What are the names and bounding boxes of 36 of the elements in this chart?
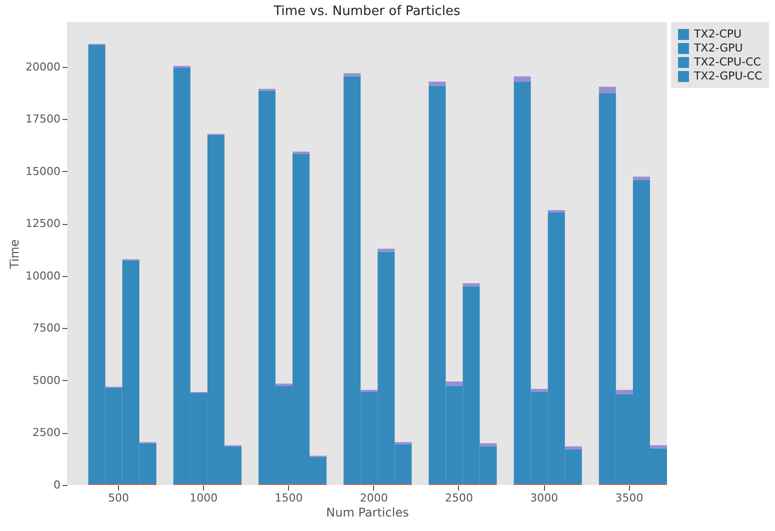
bar (480, 443, 497, 446)
y-tick-label: 7500 (32, 322, 60, 335)
bar (650, 445, 667, 448)
x-tick-label: 3000 (530, 492, 558, 504)
legend-label: TX2-CPU-CC (693, 56, 762, 68)
bar (598, 86, 616, 94)
bar (530, 388, 548, 392)
y-axis-title: Time (8, 239, 22, 270)
bar (462, 283, 480, 286)
x-tick-label: 1000 (190, 492, 218, 504)
bar (564, 446, 582, 450)
bar (514, 76, 531, 82)
x-tick-label: 3500 (615, 492, 644, 504)
x-tick-label: 1500 (274, 492, 303, 504)
bar (616, 390, 633, 394)
legend-label: TX2-GPU (693, 42, 743, 54)
y-tick-label: 15000 (26, 164, 60, 178)
y-tick-label: 10000 (26, 269, 60, 282)
legend-label: TX2-GPU-CC (693, 70, 762, 82)
chart-title: Time vs. Number of Particles (272, 4, 460, 19)
x-axis-title: Num Particles (326, 506, 409, 520)
bar (632, 176, 650, 180)
y-tick-label: 12500 (26, 217, 60, 230)
y-tick-label: 17500 (26, 112, 60, 126)
bar (428, 82, 446, 86)
x-tick-label: 2000 (360, 492, 388, 504)
bar (446, 382, 463, 386)
x-tick-label: 2500 (444, 492, 473, 504)
legend-label: TX2-CPU (693, 28, 742, 40)
y-tick-label: 0 (54, 478, 60, 492)
y-tick-label: 5000 (32, 374, 60, 387)
bar (378, 248, 395, 252)
bar (344, 73, 361, 76)
y-tick-label: 20000 (26, 60, 60, 74)
y-tick-label: 2500 (32, 426, 60, 440)
x-tick-label: 500 (108, 492, 130, 504)
